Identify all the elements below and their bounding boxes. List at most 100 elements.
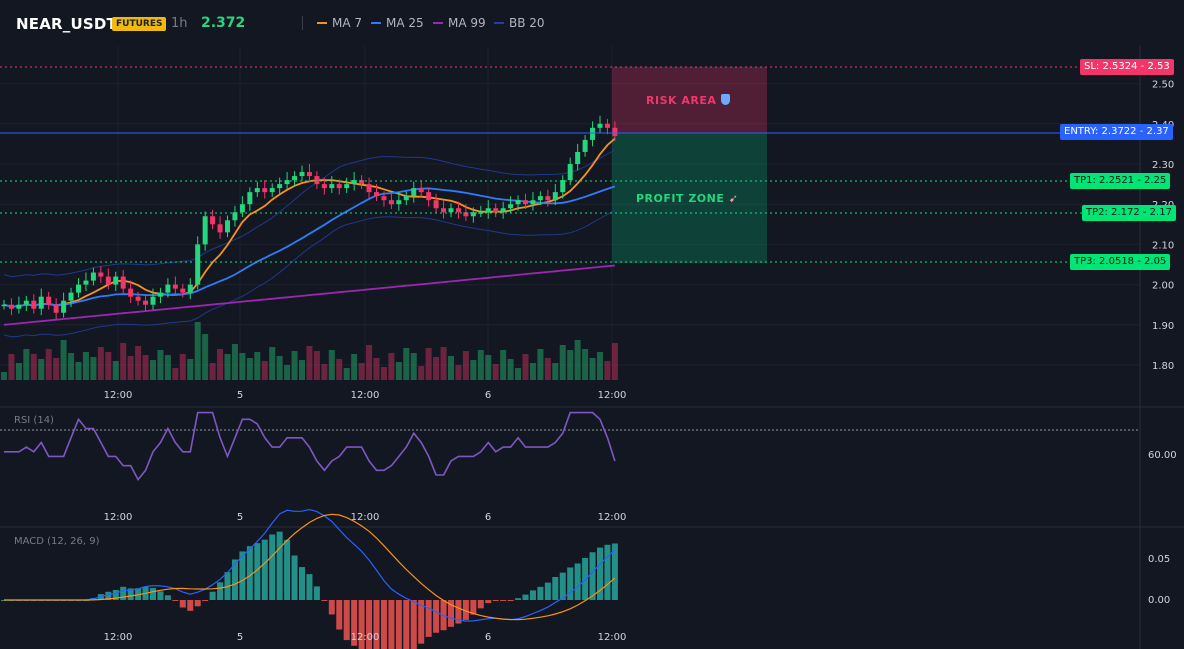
shield-icon (720, 94, 730, 105)
volume-bar (336, 359, 343, 380)
volume-bar (224, 354, 231, 380)
volume-bar (410, 353, 417, 380)
candle-body (187, 284, 193, 293)
volume-bar (589, 358, 596, 380)
macd-histogram-bar (552, 576, 559, 600)
volume-bar (157, 350, 164, 380)
macd-histogram-bar (261, 539, 268, 600)
volume-bar (597, 352, 603, 380)
time-tick-label: 6 (485, 390, 491, 401)
candle-body (210, 216, 216, 225)
candle-body (359, 180, 365, 185)
macd-histogram-bar (202, 600, 209, 601)
macd-histogram-bar (351, 600, 358, 646)
volume-bar (276, 356, 283, 380)
macd-tick-label: 0.00 (1148, 595, 1170, 606)
macd-histogram-bar (224, 572, 231, 600)
header-divider (302, 16, 303, 30)
price-tick-label: 2.10 (1152, 240, 1174, 251)
volume-bar (217, 349, 224, 380)
macd-histogram-bar (403, 600, 410, 649)
candle-body (76, 284, 81, 293)
volume-bar (380, 367, 387, 380)
candle-body (180, 288, 186, 293)
macd-histogram-bar (604, 544, 611, 600)
macd-histogram-bar (187, 600, 194, 611)
candle-body (31, 300, 37, 309)
legend-ma99[interactable]: MA 99 (433, 16, 486, 30)
volume-bar (299, 360, 305, 380)
volume-bar (38, 359, 45, 380)
profit-zone-label: PROFIT ZONE ➹ (636, 192, 738, 205)
legend-bb20[interactable]: BB 20 (494, 16, 545, 30)
volume-bar (537, 349, 544, 380)
price-tick-label: 1.80 (1152, 361, 1174, 372)
volume-bar (127, 356, 134, 380)
volume-bar (433, 357, 440, 380)
volume-bar (60, 340, 67, 380)
macd-histogram-bar (388, 600, 395, 649)
macd-histogram-bar (589, 552, 596, 600)
volume-bar (582, 349, 589, 380)
legend-ma25[interactable]: MA 25 (371, 16, 424, 30)
candle-body (38, 296, 44, 309)
legend-ma7[interactable]: MA 7 (317, 16, 362, 30)
candle-body (68, 292, 74, 301)
macd-histogram-bar (112, 590, 119, 600)
candle-body (448, 208, 454, 213)
macd-histogram-bar (217, 582, 224, 600)
volume-bar (522, 354, 529, 380)
candle-body (500, 208, 506, 213)
tp2-label: TP2: 2.172 - 2.17 (1082, 205, 1176, 221)
volume-bar (142, 355, 149, 380)
candle-body (23, 300, 29, 305)
tp1-label-text: TP1: 2.2521 (1074, 175, 1135, 186)
volume-bar (470, 360, 477, 380)
candle-body (545, 196, 551, 201)
candle-body (217, 224, 223, 233)
candle-body (284, 180, 290, 185)
candle-body (16, 304, 22, 309)
macd-tick-label: 0.05 (1148, 554, 1170, 565)
candle-body (61, 300, 67, 313)
candle-body (157, 292, 163, 297)
time-tick-label: 5 (237, 512, 243, 523)
volume-bar (150, 360, 156, 380)
candle-body (381, 196, 387, 201)
volume-bar (388, 353, 395, 380)
macd-histogram (1, 531, 618, 649)
sl-label: SL: 2.5324 - 2.53 (1080, 59, 1174, 75)
time-tick-label: 12:00 (351, 512, 380, 523)
legend-bb20-label: BB 20 (509, 16, 545, 30)
volume-bar (284, 365, 291, 380)
entry-label-text: ENTRY: 2.3722 (1064, 126, 1137, 137)
symbol-name[interactable]: NEAR_USDT (16, 15, 117, 33)
volume-bar (567, 350, 574, 380)
volume-bar (462, 351, 469, 380)
rsi-tick-label: 60.00 (1148, 450, 1177, 461)
macd-histogram-bar (299, 567, 305, 600)
macd-histogram-bar (559, 572, 566, 600)
volume-bar (82, 352, 89, 380)
macd-histogram-bar (343, 600, 350, 641)
macd-histogram-bar (150, 588, 156, 600)
time-tick-label: 6 (485, 632, 491, 643)
macd-histogram-bar (500, 600, 507, 601)
bb20-swatch (494, 22, 504, 24)
candle-body (433, 200, 439, 209)
volume-bar (448, 356, 454, 380)
macd-histogram-bar (135, 588, 142, 600)
price-tick-label: 1.90 (1152, 321, 1174, 332)
time-tick-label: 12:00 (598, 512, 627, 523)
macd-histogram-bar (522, 594, 529, 600)
volume-bar (485, 355, 492, 380)
volume-bar (574, 340, 581, 380)
volume-bar (559, 345, 566, 380)
volume-bar (358, 363, 365, 380)
risk-area-text: RISK AREA (646, 94, 717, 107)
candle-body (470, 212, 476, 217)
timeframe-label[interactable]: 1h (171, 16, 188, 31)
macd-histogram-bar (231, 559, 238, 600)
volume-bar (552, 363, 559, 380)
